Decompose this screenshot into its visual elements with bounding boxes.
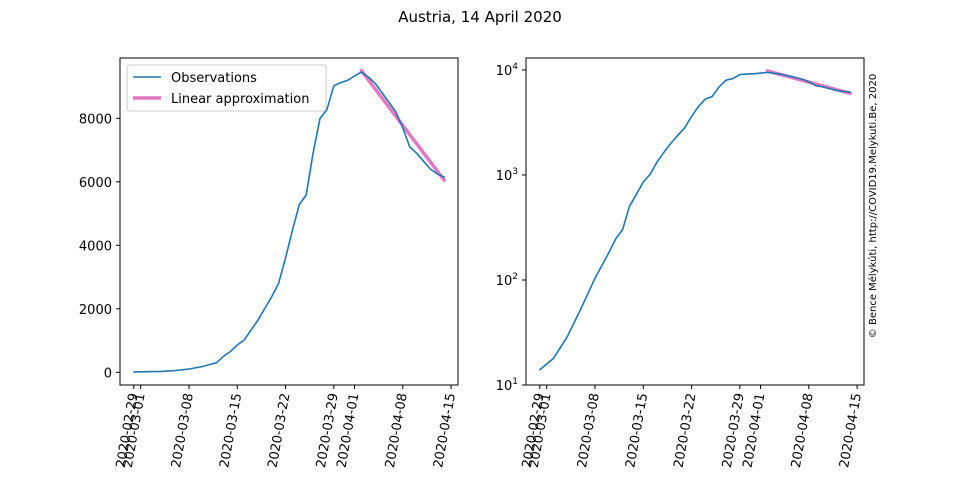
left-y-tick-label: 0 (104, 366, 112, 381)
right-x-tick-label: 2020-03-08 (575, 392, 603, 469)
left-axes-frame (119, 57, 459, 386)
left-y-tick-label: 4000 (79, 239, 112, 254)
legend-label: Observations (171, 71, 257, 86)
tick-exponent: 3 (512, 167, 518, 177)
left-y-tick-label: 8000 (79, 112, 112, 127)
tick-exponent: 4 (512, 62, 518, 72)
right-x-tick-label: 2020-04-08 (789, 392, 817, 469)
tick-exponent: 2 (512, 272, 518, 282)
tick-base: 10 (496, 64, 513, 79)
left-x-tick-label: 2020-03-22 (266, 392, 294, 469)
legend-box (126, 64, 327, 112)
left-x-tick-label: 2020-04-08 (383, 392, 411, 469)
right-y-tick-label: 103 (496, 167, 518, 184)
right-x-tick-label: 2020-04-15 (837, 392, 865, 469)
right-y-tick-label: 101 (496, 377, 518, 394)
legend: Observations Linear approximation (126, 64, 327, 112)
tick-base: 10 (496, 379, 513, 394)
right-y-tick-label: 102 (496, 272, 518, 289)
watermark: © Bence Mélykúti, http://COVID19.Melykut… (867, 74, 879, 338)
left-y-tick-label: 2000 (79, 303, 112, 318)
left-y-tick-label: 6000 (79, 176, 112, 191)
right-x-tick-label: 2020-03-22 (672, 392, 700, 469)
tick-base: 10 (496, 169, 513, 184)
tick-base: 10 (496, 274, 513, 289)
right-observations-line (538, 71, 852, 371)
left-linear-approximation-line (359, 68, 446, 182)
left-x-tick-label: 2020-04-15 (431, 392, 459, 469)
legend-label: Linear approximation (171, 92, 309, 107)
left-observations-line (133, 71, 446, 373)
left-x-tick-label: 2020-03-08 (169, 392, 197, 469)
figure-title: Austria, 14 April 2020 (398, 8, 562, 26)
left-x-tick-label: 2020-03-15 (217, 392, 245, 469)
right-y-tick-label: 104 (496, 62, 519, 79)
right-x-tick-label: 2020-03-15 (623, 392, 651, 469)
right-axes-frame (525, 57, 865, 386)
tick-exponent: 1 (512, 377, 518, 387)
